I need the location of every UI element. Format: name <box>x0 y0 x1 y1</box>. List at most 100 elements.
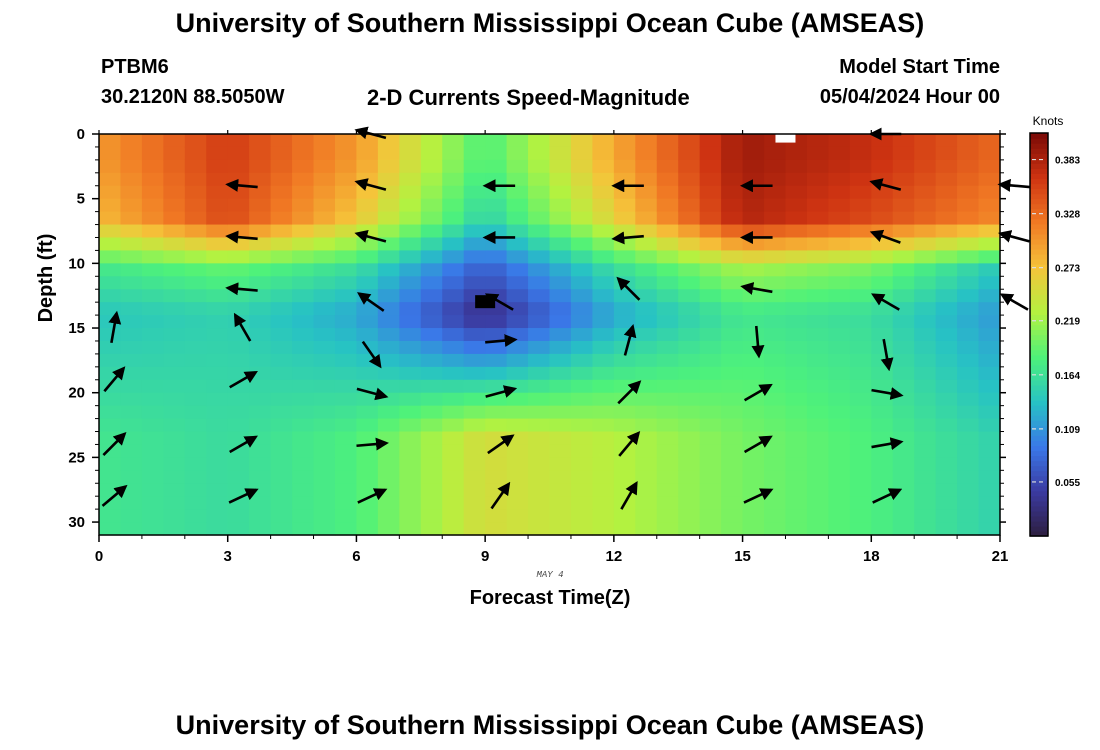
heatmap-cell <box>377 483 400 497</box>
heatmap-cell <box>699 418 722 433</box>
heatmap-cell <box>120 198 143 213</box>
heatmap-cell <box>420 263 443 277</box>
colorbar-segment <box>1030 525 1048 532</box>
heatmap-cell <box>399 211 422 226</box>
heatmap-cell <box>849 483 872 497</box>
heatmap-cell <box>506 522 529 536</box>
heatmap-cell <box>806 483 829 497</box>
heatmap-cell <box>399 366 422 381</box>
heatmap-cell <box>506 134 529 148</box>
heatmap-cell <box>635 457 658 471</box>
heatmap-cell <box>570 237 594 252</box>
heatmap-cell <box>785 237 808 252</box>
heatmap-cell <box>485 328 508 342</box>
heatmap-cell <box>420 328 443 342</box>
heatmap-cell <box>442 289 465 303</box>
heatmap-cell <box>957 134 980 148</box>
heatmap-cell <box>549 276 572 290</box>
heatmap-cell <box>485 224 508 239</box>
heatmap-cell <box>442 431 465 446</box>
heatmap-cell <box>978 211 1001 226</box>
heatmap-cell <box>764 444 787 458</box>
heatmap-cell <box>334 470 358 484</box>
heatmap-cell <box>978 444 1001 458</box>
heatmap-cell <box>935 302 958 316</box>
heatmap-cell <box>163 250 186 264</box>
heatmap-cell <box>377 146 400 161</box>
heatmap-cell <box>313 276 336 290</box>
heatmap-cell <box>828 224 851 239</box>
heatmap-cell <box>849 302 872 316</box>
heatmap-cell <box>806 457 829 471</box>
heatmap-cell <box>871 366 894 381</box>
heatmap-cell <box>184 263 207 277</box>
heatmap-cell <box>806 444 829 458</box>
current-vector-arrow <box>225 230 258 244</box>
current-vector-arrow <box>617 380 642 405</box>
heatmap-cell <box>935 483 958 497</box>
heatmap-cell <box>485 379 508 394</box>
heatmap-cell <box>141 509 164 523</box>
heatmap-cell <box>678 159 701 174</box>
heatmap-cell <box>227 457 250 471</box>
heatmap-cell <box>99 328 122 342</box>
heatmap-cell <box>356 328 379 342</box>
heatmap-cell <box>699 224 722 239</box>
heatmap-cell <box>163 379 186 394</box>
heatmap-cell <box>957 224 980 239</box>
heatmap-cell <box>721 198 744 213</box>
heatmap-cell <box>828 172 851 187</box>
heatmap-cell <box>592 418 615 433</box>
heatmap-cell <box>270 302 293 316</box>
heatmap-cell <box>249 379 272 394</box>
heatmap-cell <box>678 431 701 446</box>
heatmap-cell <box>699 250 722 264</box>
heatmap-cell <box>957 444 980 458</box>
heatmap-cell <box>99 340 122 355</box>
heatmap-cell <box>592 379 615 394</box>
colorbar-segment <box>1030 153 1048 159</box>
heatmap-cell <box>570 431 594 446</box>
heatmap-cell <box>678 405 701 420</box>
heatmap-cell <box>313 237 336 252</box>
heatmap-cell <box>806 211 829 226</box>
heatmap-cell <box>828 483 851 497</box>
heatmap-cell <box>270 237 293 252</box>
heatmap-cell <box>935 276 958 290</box>
heatmap-cell <box>892 353 915 368</box>
heatmap-cell <box>699 522 722 536</box>
heatmap-cell <box>570 172 594 187</box>
heatmap-cell <box>656 496 679 510</box>
heatmap-cell <box>420 172 443 187</box>
heatmap-cell <box>270 134 293 148</box>
heatmap-cell <box>656 315 679 329</box>
colorbar-segment <box>1030 314 1048 321</box>
heatmap-cell <box>892 444 915 458</box>
heatmap-cell <box>914 289 937 303</box>
heatmap-cell <box>613 172 636 187</box>
heatmap-cell <box>764 418 787 433</box>
heatmap-cell <box>313 392 336 407</box>
heatmap-cell <box>764 483 787 497</box>
heatmap-cell <box>292 418 315 433</box>
heatmap-cell <box>249 198 272 213</box>
heatmap-cell <box>463 457 486 471</box>
current-vector-arrow <box>229 370 258 389</box>
colorbar-segment <box>1030 138 1048 144</box>
heatmap-cell <box>184 496 207 510</box>
heatmap-cell <box>184 172 207 187</box>
heatmap-cell <box>356 198 379 213</box>
current-vector-arrow <box>611 231 644 245</box>
heatmap-cell <box>613 211 636 226</box>
heatmap-cell <box>785 211 808 226</box>
heatmap-cell <box>270 366 293 381</box>
heatmap-cell <box>227 444 250 458</box>
heatmap-cell <box>463 276 486 290</box>
heatmap-cell <box>806 134 829 148</box>
heatmap-cell <box>463 315 486 329</box>
heatmap-cell <box>377 405 400 420</box>
heatmap-cell <box>806 366 829 381</box>
heatmap-cell <box>656 431 679 446</box>
heatmap-cell <box>485 159 508 174</box>
heatmap-cell <box>313 302 336 316</box>
